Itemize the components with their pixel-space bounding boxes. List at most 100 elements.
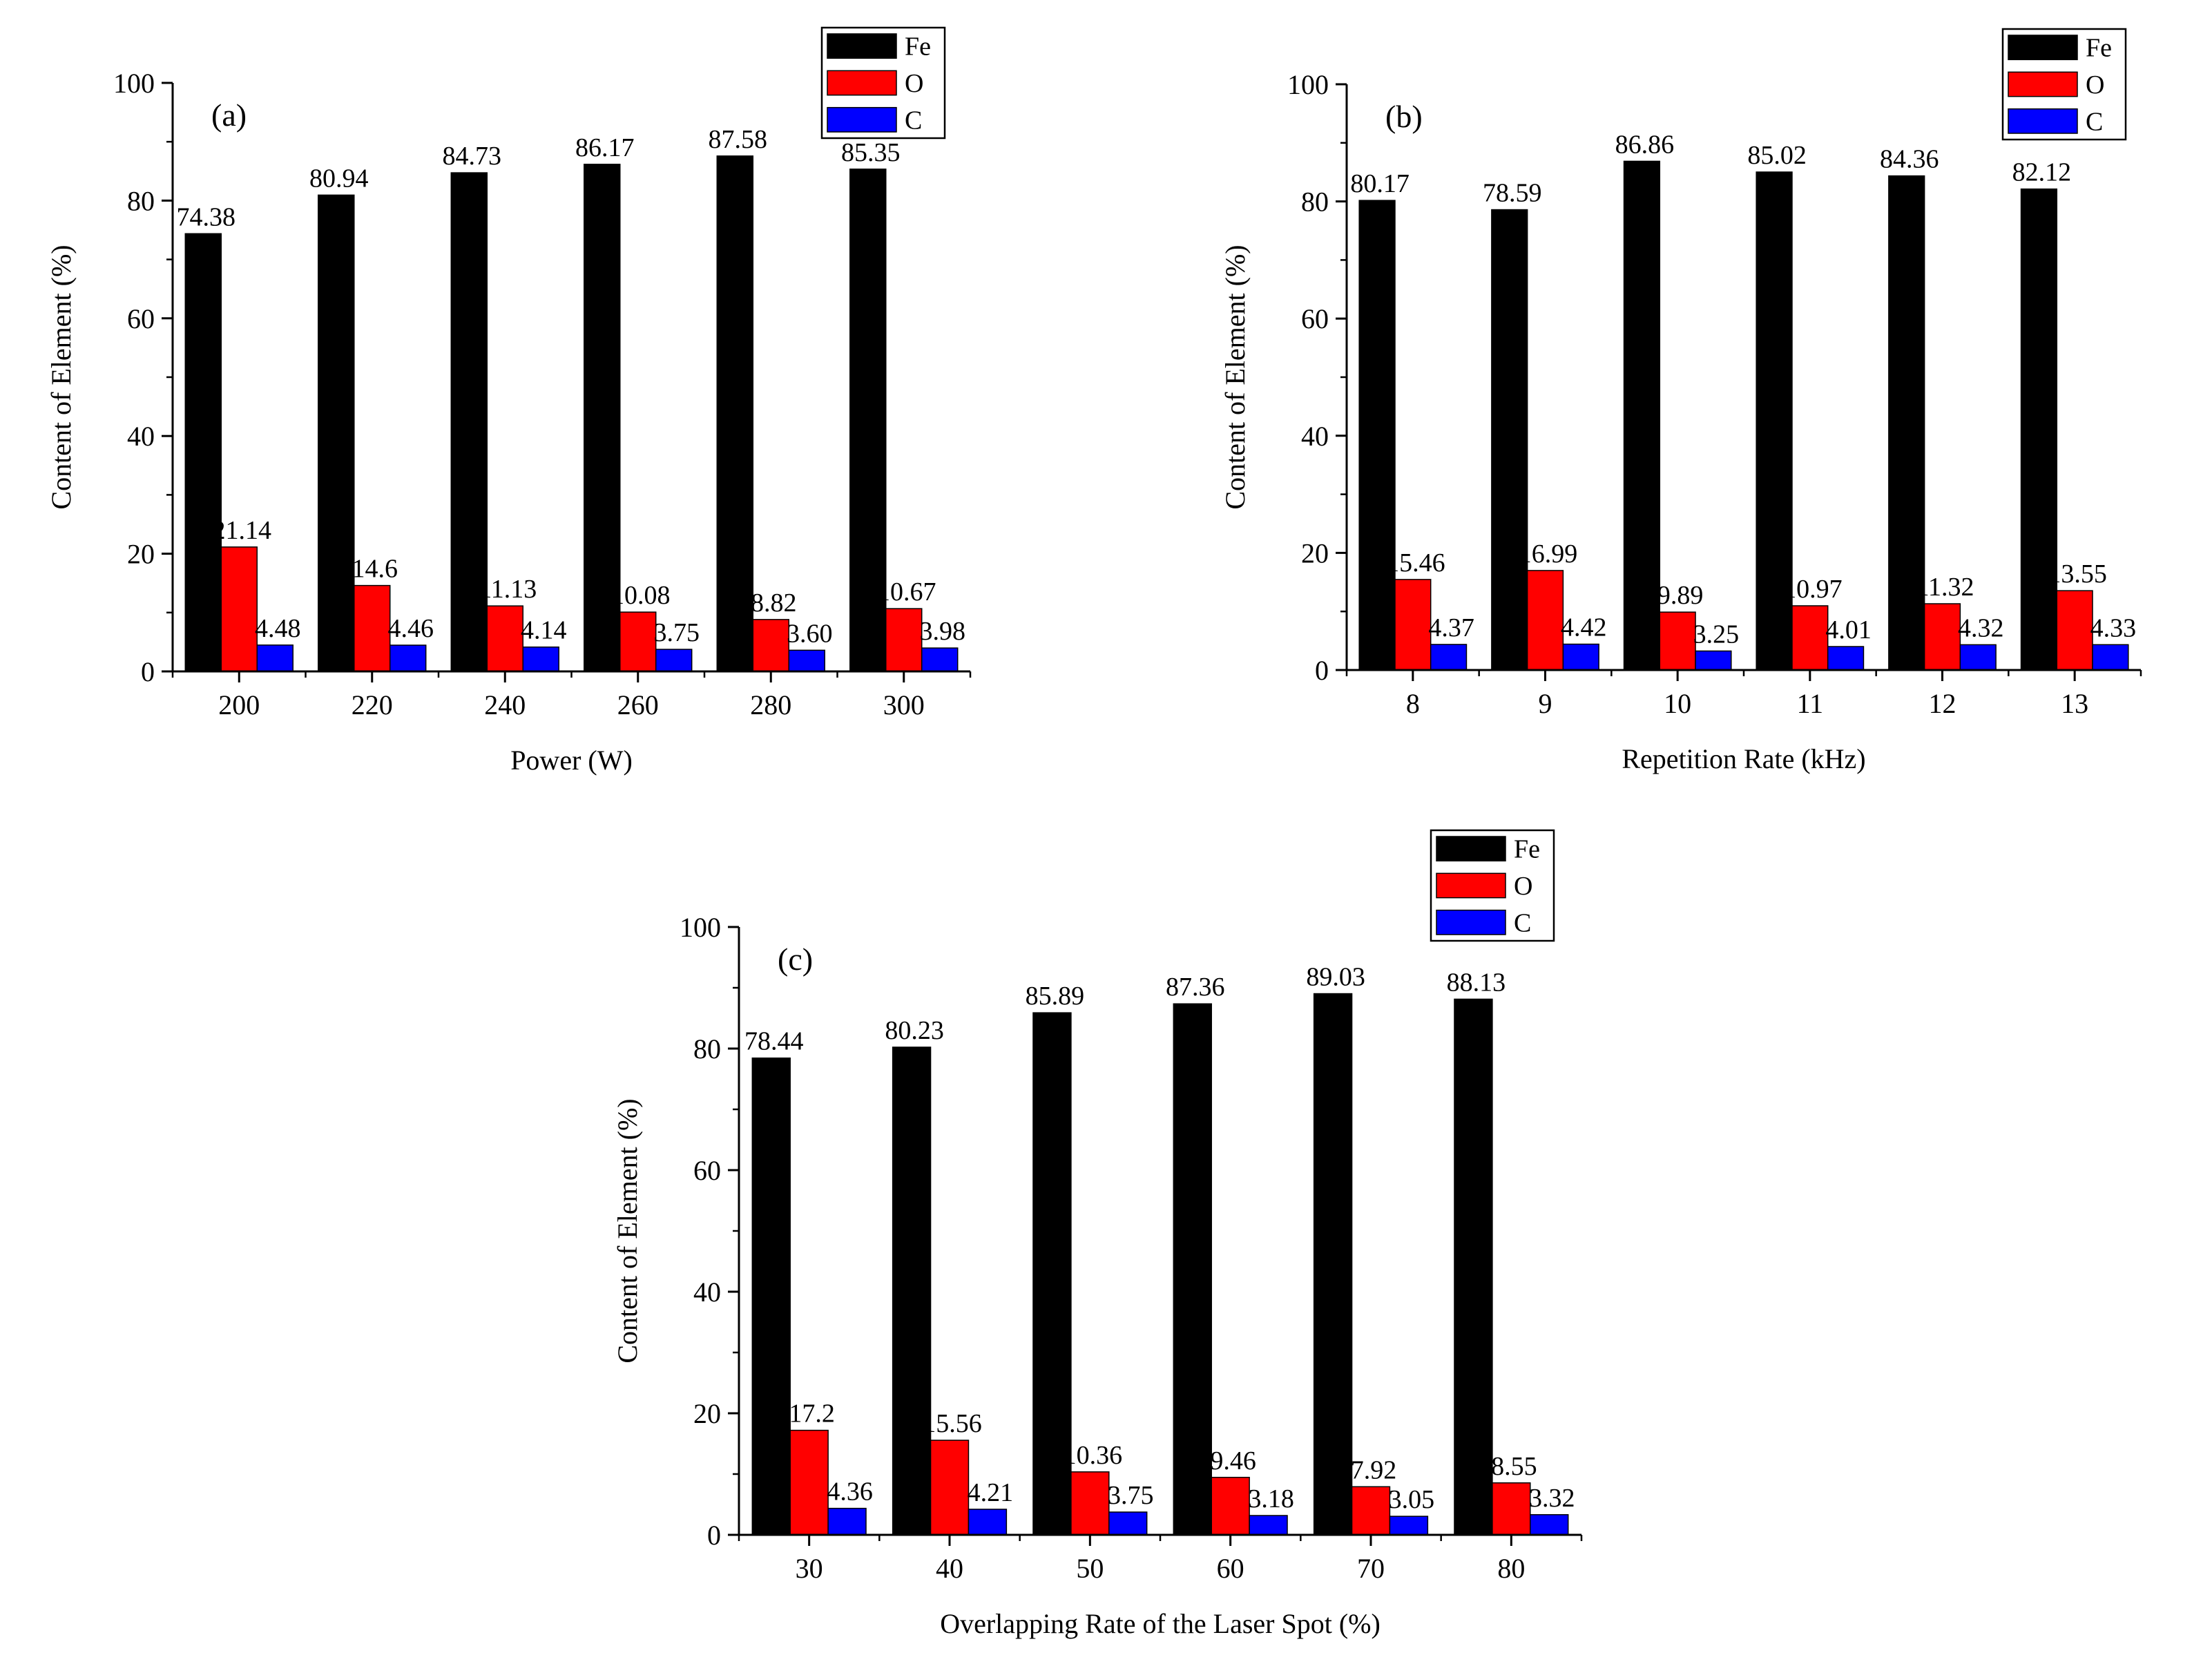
bar-o-9: [1526, 570, 1564, 671]
data-label-fe-300: 85.35: [841, 138, 901, 167]
y-tick-label: 0: [707, 1520, 721, 1551]
data-label-c-9: 4.42: [1561, 613, 1607, 642]
y-tick-label: 100: [1287, 69, 1329, 100]
data-label-fe-11: 85.02: [1747, 141, 1807, 170]
y-tick-label: 0: [1315, 655, 1329, 686]
y-tick-label: 100: [113, 68, 155, 99]
bar-o-240: [486, 605, 523, 672]
data-label-c-13: 4.33: [2090, 613, 2137, 642]
bar-c-50: [1108, 1511, 1148, 1536]
bar-fe-10: [1623, 160, 1661, 671]
x-tick-label: 11: [1797, 688, 1824, 719]
bar-c-10: [1695, 650, 1732, 671]
data-label-o-40: 15.56: [923, 1409, 982, 1438]
bar-fe-260: [584, 164, 621, 672]
y-tick-label: 20: [1301, 537, 1329, 568]
bar-fe-8: [1358, 200, 1396, 671]
x-tick-label: 9: [1539, 688, 1552, 719]
data-label-fe-60: 87.36: [1166, 973, 1225, 1002]
y-tick-label: 0: [141, 656, 155, 687]
chart-panel-1: 74.38 80.94 84.73 86.17 87.58 85.35 21.14 14.6 1…: [46, 26, 972, 776]
bar-o-50: [1070, 1471, 1110, 1536]
bar-c-60: [1249, 1515, 1288, 1536]
data-label-fe-50: 85.89: [1026, 982, 1085, 1011]
bar-c-40: [968, 1509, 1008, 1536]
legend-label-fe: Fe: [1514, 835, 1540, 864]
bar-c-300: [921, 647, 959, 672]
x-tick-label: 60: [1217, 1553, 1244, 1584]
bar-o-40: [930, 1440, 970, 1536]
legend-label-o: O: [2086, 70, 2104, 99]
x-axis-title: Overlapping Rate of the Laser Spot (%): [940, 1608, 1381, 1639]
bar-o-220: [354, 584, 391, 672]
data-label-fe-200: 74.38: [177, 202, 236, 231]
bar-fe-50: [1032, 1012, 1072, 1536]
bar-c-30: [827, 1507, 867, 1536]
bar-fe-9: [1491, 209, 1528, 671]
bar-o-70: [1351, 1486, 1391, 1536]
bar-o-300: [885, 608, 923, 672]
bar-c-220: [389, 644, 427, 672]
bar-o-12: [1923, 603, 1961, 671]
data-label-o-70: 7.92: [1351, 1455, 1397, 1484]
data-label-fe-30: 78.44: [744, 1027, 804, 1056]
panel-label: (b): [1385, 99, 1423, 134]
data-label-c-50: 3.75: [1108, 1481, 1154, 1510]
data-label-o-80: 8.55: [1491, 1452, 1537, 1481]
data-label-fe-240: 84.73: [443, 142, 502, 171]
panel-label: (c): [778, 941, 813, 977]
bar-c-9: [1562, 643, 1599, 671]
bar-fe-13: [2020, 188, 2058, 671]
legend-label-c: C: [2086, 107, 2103, 136]
bar-fe-300: [849, 169, 887, 672]
data-label-c-300: 3.98: [919, 617, 965, 646]
bar-o-80: [1492, 1482, 1531, 1536]
y-tick-label: 80: [127, 185, 155, 216]
data-label-c-10: 3.25: [1693, 620, 1740, 649]
data-label-c-80: 3.32: [1529, 1484, 1575, 1513]
y-tick-label: 40: [1301, 421, 1329, 452]
bar-c-260: [655, 649, 693, 672]
bar-fe-200: [184, 233, 222, 672]
data-label-o-200: 21.14: [213, 516, 272, 545]
y-tick-label: 20: [693, 1398, 721, 1429]
data-label-c-220: 4.46: [387, 614, 434, 643]
legend: Fe OC: [1430, 829, 1555, 942]
data-label-fe-40: 80.23: [885, 1016, 944, 1045]
x-tick-label: 80: [1497, 1553, 1525, 1584]
bar-o-280: [752, 619, 789, 672]
x-tick-label: 70: [1357, 1553, 1385, 1584]
data-label-c-11: 4.01: [1825, 615, 1872, 644]
data-label-c-12: 4.32: [1958, 613, 2004, 642]
data-label-fe-10: 86.86: [1615, 130, 1675, 159]
legend-swatch-c: [2008, 108, 2078, 134]
chart-panel-3: 78.44 80.23 85.89 87.36 89.03 88.13 17.2 15.56 1…: [612, 829, 1583, 1639]
bar-c-200: [256, 644, 294, 672]
data-label-c-240: 4.14: [521, 616, 567, 645]
data-label-c-70: 3.05: [1389, 1485, 1435, 1514]
bar-fe-70: [1313, 993, 1353, 1536]
data-label-fe-220: 80.94: [309, 164, 369, 193]
bar-o-8: [1394, 579, 1432, 671]
data-label-o-60: 9.46: [1210, 1446, 1256, 1475]
y-axis-title: Content of Element (%): [46, 245, 77, 509]
bar-c-280: [788, 649, 825, 672]
legend: Fe OC: [2001, 28, 2127, 141]
bar-o-60: [1211, 1477, 1250, 1536]
bar-fe-60: [1173, 1003, 1212, 1536]
x-axis-title: Power (W): [510, 745, 633, 776]
data-label-o-13: 13.55: [2048, 560, 2107, 589]
legend-label-o: O: [1514, 872, 1532, 901]
data-label-fe-260: 86.17: [575, 133, 635, 162]
legend-swatch-c: [827, 106, 897, 133]
y-tick-label: 100: [680, 912, 721, 943]
data-label-fe-80: 88.13: [1447, 968, 1506, 997]
data-label-o-12: 11.32: [1916, 573, 1974, 602]
bar-o-11: [1791, 605, 1829, 671]
data-label-o-50: 10.36: [1064, 1441, 1123, 1470]
legend-swatch-c: [1436, 909, 1506, 935]
data-label-o-260: 10.08: [611, 581, 671, 610]
y-tick-label: 60: [127, 303, 155, 334]
data-label-c-40: 4.21: [968, 1478, 1014, 1507]
x-tick-label: 200: [218, 689, 260, 720]
